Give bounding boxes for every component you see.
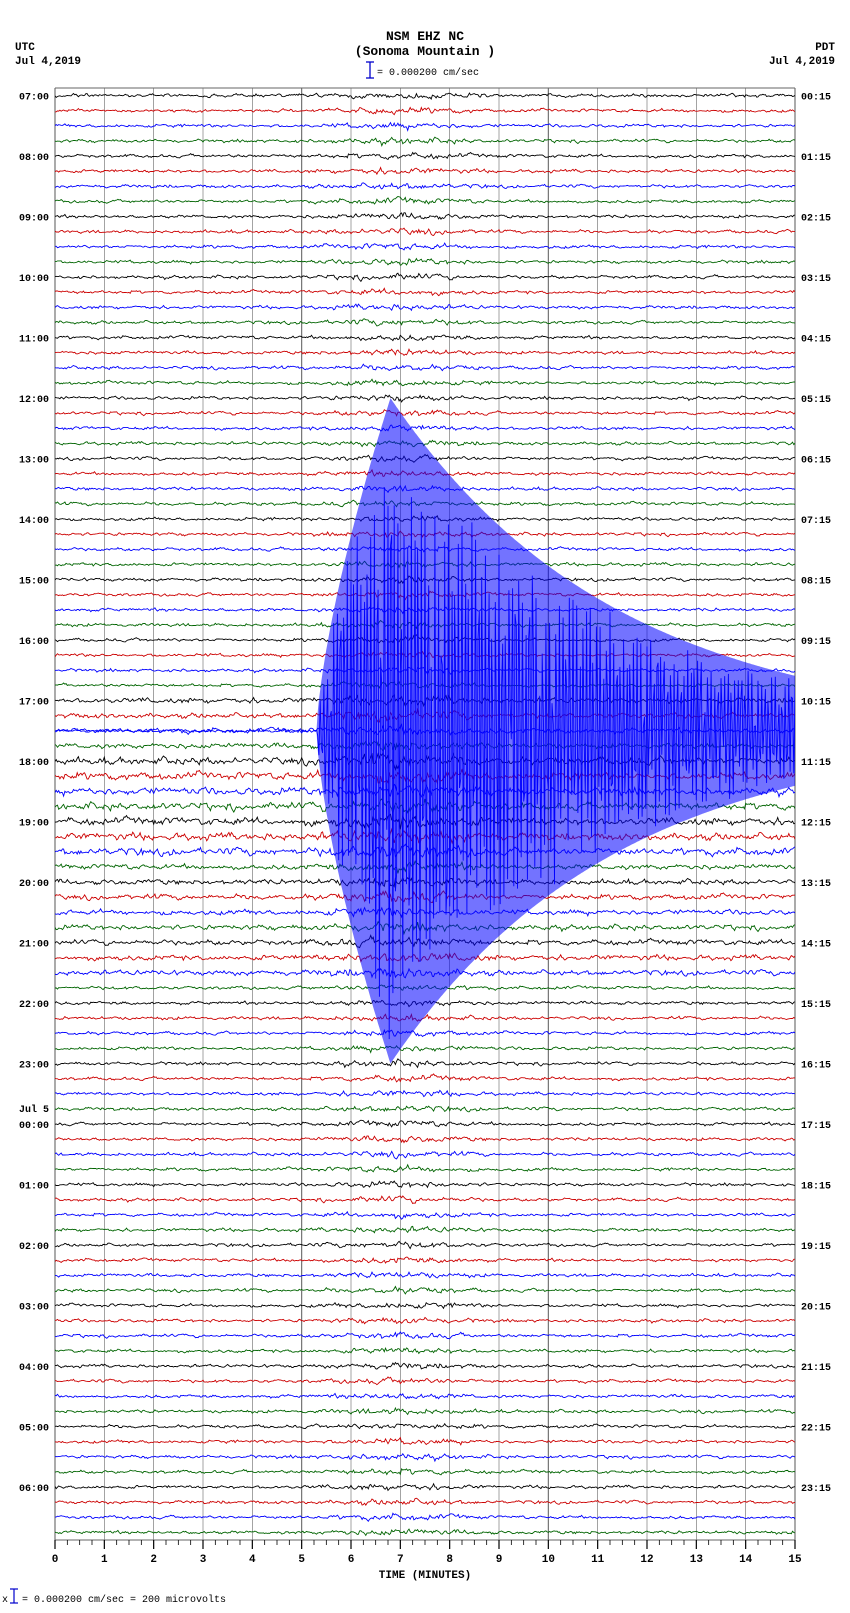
- left-hour-label: 17:00: [19, 698, 49, 709]
- right-hour-label: 22:15: [801, 1424, 831, 1435]
- left-hour-label: 06:00: [19, 1484, 49, 1495]
- right-hour-label: 19:15: [801, 1242, 831, 1253]
- right-hour-label: 13:15: [801, 879, 831, 890]
- right-hour-label: 07:15: [801, 516, 831, 527]
- left-hour-label: 23:00: [19, 1061, 49, 1072]
- helicorder-seismogram: NSM EHZ NC(Sonoma Mountain ) = 0.000200 …: [0, 0, 850, 1613]
- right-hour-label: 14:15: [801, 940, 831, 951]
- right-hour-label: 17:15: [801, 1121, 831, 1132]
- right-hour-label: 23:15: [801, 1484, 831, 1495]
- left-hour-label: 04:00: [19, 1363, 49, 1374]
- left-hour-label: 15:00: [19, 577, 49, 588]
- x-tick-label: 14: [739, 1554, 753, 1566]
- left-hour-label: 05:00: [19, 1424, 49, 1435]
- x-tick-label: 5: [298, 1554, 305, 1566]
- left-hour-label: 18:00: [19, 758, 49, 769]
- title-line-1: NSM EHZ NC: [386, 29, 464, 44]
- left-hour-label: 08:00: [19, 153, 49, 164]
- left-tz-label: UTC: [15, 42, 35, 54]
- right-hour-label: 05:15: [801, 395, 831, 406]
- left-hour-label: 10:00: [19, 274, 49, 285]
- x-tick-label: 12: [640, 1554, 653, 1566]
- x-tick-label: 9: [496, 1554, 503, 1566]
- right-tz-label: PDT: [815, 42, 835, 54]
- left-hour-label: 20:00: [19, 879, 49, 890]
- scale-label: = 0.000200 cm/sec: [377, 67, 479, 79]
- x-tick-label: 13: [690, 1554, 704, 1566]
- left-hour-label: 22:00: [19, 1000, 49, 1011]
- x-tick-label: 0: [52, 1554, 59, 1566]
- left-hour-label: 00:00: [19, 1121, 49, 1132]
- right-hour-label: 11:15: [801, 758, 831, 769]
- left-hour-label: 01:00: [19, 1182, 49, 1193]
- left-hour-label: 09:00: [19, 214, 49, 225]
- right-hour-label: 10:15: [801, 698, 831, 709]
- x-tick-label: 7: [397, 1554, 404, 1566]
- right-hour-label: 06:15: [801, 456, 831, 467]
- left-hour-label: 14:00: [19, 516, 49, 527]
- x-axis-label: TIME (MINUTES): [379, 1570, 471, 1582]
- right-hour-label: 02:15: [801, 214, 831, 225]
- right-hour-label: 08:15: [801, 577, 831, 588]
- x-tick-label: 8: [446, 1554, 453, 1566]
- x-tick-label: 10: [542, 1554, 555, 1566]
- left-hour-label: 21:00: [19, 940, 49, 951]
- x-tick-label: 1: [101, 1554, 108, 1566]
- right-hour-label: 16:15: [801, 1061, 831, 1072]
- right-hour-label: 20:15: [801, 1303, 831, 1314]
- x-tick-label: 3: [200, 1554, 207, 1566]
- left-hour-label: 16:00: [19, 637, 49, 648]
- right-hour-label: 18:15: [801, 1182, 831, 1193]
- right-date-label: Jul 4,2019: [769, 56, 835, 68]
- left-hour-label: 19:00: [19, 819, 49, 830]
- left-hour-label: 11:00: [19, 335, 49, 346]
- footer-x: x: [2, 1595, 8, 1606]
- x-tick-label: 6: [348, 1554, 355, 1566]
- left-hour-label: 13:00: [19, 456, 49, 467]
- left-hour-label: 07:00: [19, 93, 49, 104]
- right-hour-label: 04:15: [801, 335, 831, 346]
- right-hour-label: 03:15: [801, 274, 831, 285]
- right-hour-label: 09:15: [801, 637, 831, 648]
- right-hour-label: 01:15: [801, 153, 831, 164]
- x-tick-label: 15: [788, 1554, 802, 1566]
- title-line-2: (Sonoma Mountain ): [355, 44, 495, 59]
- left-hour-label: 03:00: [19, 1303, 49, 1314]
- left-date-mid: Jul 5: [19, 1104, 49, 1116]
- left-hour-label: 02:00: [19, 1242, 49, 1253]
- x-tick-label: 11: [591, 1554, 605, 1566]
- left-date-label: Jul 4,2019: [15, 56, 81, 68]
- right-hour-label: 21:15: [801, 1363, 831, 1374]
- right-hour-label: 15:15: [801, 1000, 831, 1011]
- footer-label: = 0.000200 cm/sec = 200 microvolts: [22, 1594, 226, 1606]
- right-hour-label: 12:15: [801, 819, 831, 830]
- x-tick-label: 4: [249, 1554, 256, 1566]
- x-tick-label: 2: [150, 1554, 157, 1566]
- right-hour-label: 00:15: [801, 93, 831, 104]
- left-hour-label: 12:00: [19, 395, 49, 406]
